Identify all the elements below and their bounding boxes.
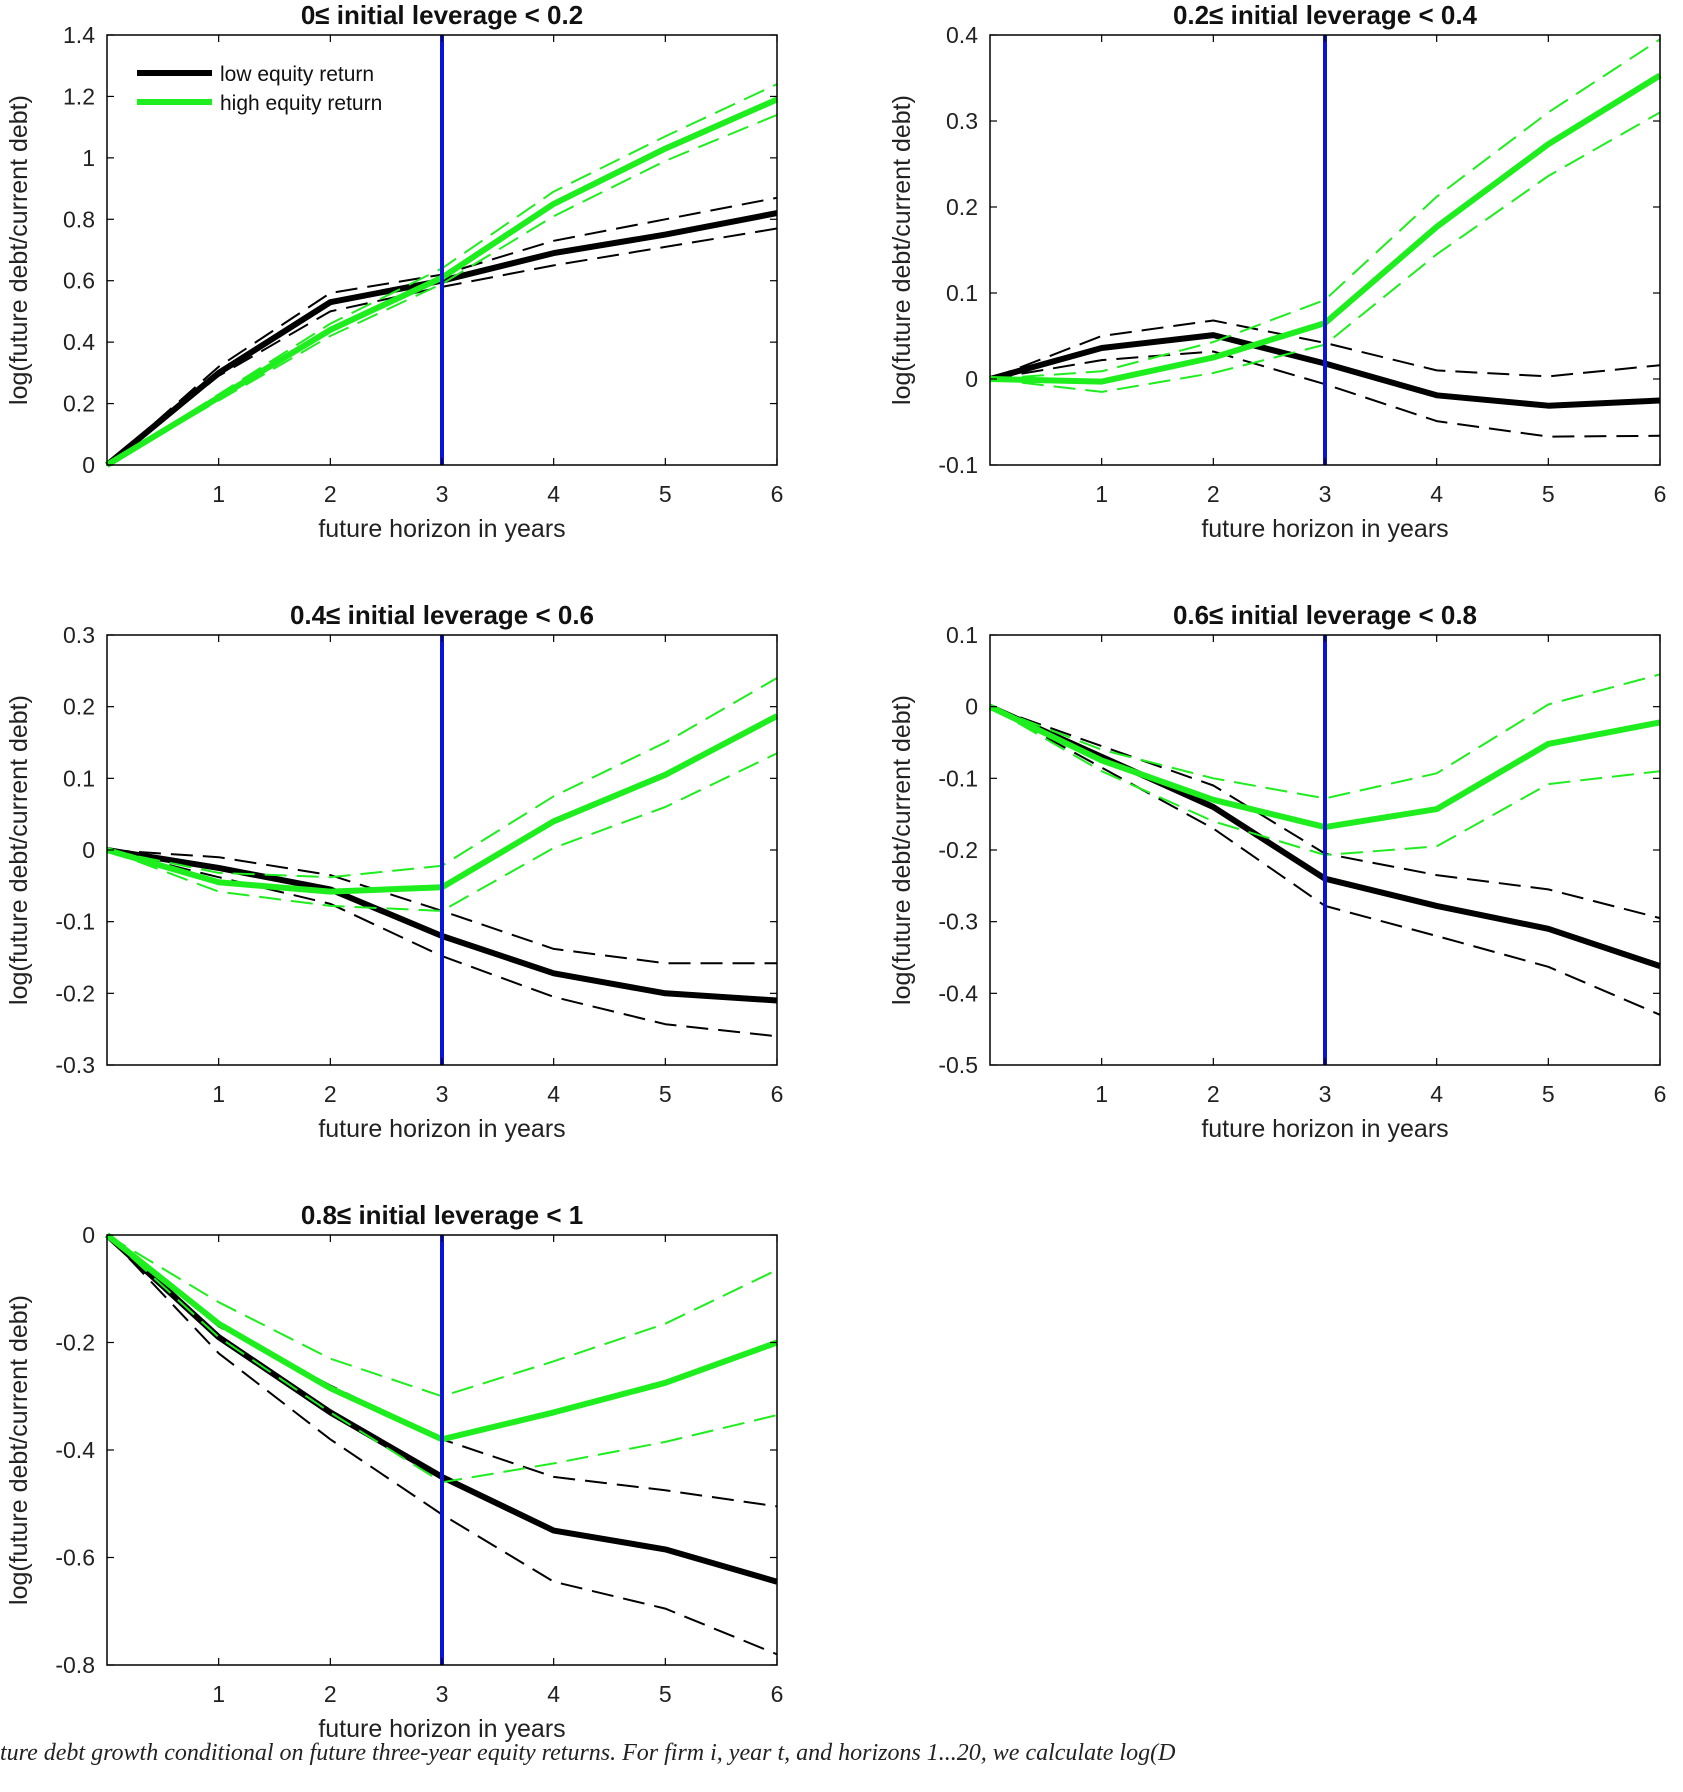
- x-tick-label: 5: [659, 1681, 672, 1707]
- x-tick-label: 1: [1095, 481, 1108, 507]
- y-tick-label: 0.6: [63, 268, 95, 294]
- chart-title: 0≤ initial leverage < 0.2: [301, 0, 583, 30]
- y-tick-label: -0.2: [55, 1330, 95, 1356]
- x-axis-label: future horizon in years: [318, 515, 565, 543]
- x-tick-label: 6: [1654, 1081, 1667, 1107]
- series-line-green-dashed-4: [989, 38, 1661, 380]
- x-tick-label: 4: [1430, 481, 1443, 507]
- y-tick-label: 0.1: [63, 765, 95, 791]
- x-tick-label: 5: [659, 1081, 672, 1107]
- y-tick-label: 0.8: [63, 206, 95, 232]
- x-tick-label: 6: [1654, 481, 1667, 507]
- y-tick-label: 0: [82, 452, 95, 478]
- legend-label-high: high equity return: [220, 92, 382, 115]
- y-tick-label: -0.1: [938, 765, 978, 791]
- x-axis-label: future horizon in years: [318, 1715, 565, 1743]
- y-tick-label: 0.3: [946, 108, 978, 134]
- series-line-black-dashed-1: [106, 849, 777, 965]
- y-tick-label: -0.4: [55, 1437, 95, 1463]
- legend-label-low: low equity return: [220, 63, 374, 86]
- y-tick-label: 0.4: [63, 329, 95, 355]
- chart-title: 0.2≤ initial leverage < 0.4: [1173, 0, 1478, 30]
- y-axis-label: log(future debt/current debt): [5, 95, 33, 405]
- x-tick-label: 5: [659, 481, 672, 507]
- y-tick-label: 0.2: [63, 391, 95, 417]
- x-axis-label: future horizon in years: [318, 1115, 565, 1143]
- y-tick-label: 1.2: [63, 83, 95, 109]
- y-tick-label: -0.1: [55, 909, 95, 935]
- x-tick-label: 1: [1095, 1081, 1108, 1107]
- chart-panel-2: 1 2 3 4 5 6 -0.1 0 0.1 0.2 0.3 0.4 0.2≤ initial leve…: [888, 0, 1666, 543]
- x-tick-label: 2: [1207, 1081, 1220, 1107]
- chart-title: 0.6≤ initial leverage < 0.8: [1173, 600, 1477, 630]
- y-tick-label: -0.1: [938, 452, 978, 478]
- y-tick-label: 0.1: [946, 280, 978, 306]
- x-tick-label: 2: [324, 481, 337, 507]
- x-tick-label: 3: [436, 1081, 449, 1107]
- y-axis-label: log(future debt/current debt): [5, 695, 33, 1005]
- x-tick-label: 3: [436, 481, 449, 507]
- chart-panel-5: 1 2 3 4 5 6 -0.8 -0.6 -0.4 -0.2 0 0.8≤ initial leve…: [5, 1200, 783, 1743]
- y-tick-label: -0.2: [55, 980, 95, 1006]
- x-tick-label: 5: [1542, 1081, 1555, 1107]
- y-tick-label: 0.4: [946, 22, 978, 48]
- chart-panel-1: 1 2 3 4 5 6 0 0.2 0.4 0.6 0.8 1 1.2 1.4 0≤ initial lev…: [5, 0, 783, 543]
- x-tick-label: 3: [436, 1681, 449, 1707]
- x-tick-label: 2: [324, 1681, 337, 1707]
- chart-panel-3: 1 2 3 4 5 6 -0.3 -0.2 -0.1 0 0.1 0.2 0.3 0.4≤ initial…: [5, 600, 783, 1143]
- series-line-green-dashed-5: [106, 113, 778, 466]
- x-tick-label: 4: [547, 1681, 560, 1707]
- y-tick-label: -0.2: [938, 837, 978, 863]
- x-tick-label: 2: [1207, 481, 1220, 507]
- x-tick-label: 6: [771, 481, 784, 507]
- y-tick-label: 0: [82, 1222, 95, 1248]
- x-tick-label: 1: [212, 1681, 225, 1707]
- y-axis-label: log(future debt/current debt): [5, 1295, 33, 1605]
- chart-title: 0.8≤ initial leverage < 1: [301, 1200, 583, 1230]
- y-tick-label: 0: [82, 837, 95, 863]
- x-tick-label: 1: [212, 1081, 225, 1107]
- x-tick-label: 3: [1319, 1081, 1332, 1107]
- y-tick-label: -0.8: [55, 1652, 95, 1678]
- y-tick-label: -0.5: [938, 1052, 978, 1078]
- y-tick-label: 1: [82, 145, 95, 171]
- y-tick-label: 0.2: [946, 194, 978, 220]
- x-tick-label: 1: [212, 481, 225, 507]
- y-tick-label: 0: [965, 366, 978, 392]
- y-tick-label: 0: [965, 694, 978, 720]
- y-axis-label: log(future debt/current debt): [888, 95, 916, 405]
- y-tick-label: 0.3: [63, 622, 95, 648]
- figure-caption: ture debt growth conditional on future t…: [0, 1740, 1176, 1766]
- x-tick-label: 4: [547, 1081, 560, 1107]
- x-axis-label: future horizon in years: [1201, 515, 1448, 543]
- x-tick-label: 2: [324, 1081, 337, 1107]
- y-tick-label: 0.2: [63, 694, 95, 720]
- legend: low equity return high equity return: [137, 63, 382, 115]
- y-tick-label: -0.6: [55, 1545, 95, 1571]
- x-tick-label: 6: [771, 1681, 784, 1707]
- y-tick-label: 1.4: [63, 22, 95, 48]
- chart-title: 0.4≤ initial leverage < 0.6: [290, 600, 594, 630]
- y-tick-label: -0.4: [938, 980, 978, 1006]
- y-axis-label: log(future debt/current debt): [888, 695, 916, 1005]
- y-tick-label: -0.3: [55, 1052, 95, 1078]
- series-line-black-dashed-2: [106, 1234, 778, 1656]
- x-tick-label: 4: [547, 481, 560, 507]
- y-tick-label: -0.3: [938, 909, 978, 935]
- chart-panel-4: 1 2 3 4 5 6 -0.5 -0.4 -0.3 -0.2 -0.1 0 0.1 0.6≤ initi…: [888, 600, 1666, 1143]
- series-line-green-dashed-4: [989, 673, 1661, 800]
- x-tick-label: 4: [1430, 1081, 1443, 1107]
- x-axis-label: future horizon in years: [1201, 1115, 1448, 1143]
- x-tick-label: 5: [1542, 481, 1555, 507]
- y-tick-label: 0.1: [946, 622, 978, 648]
- x-tick-label: 6: [771, 1081, 784, 1107]
- series-line-green-dashed-5: [106, 752, 778, 912]
- x-tick-label: 3: [1319, 481, 1332, 507]
